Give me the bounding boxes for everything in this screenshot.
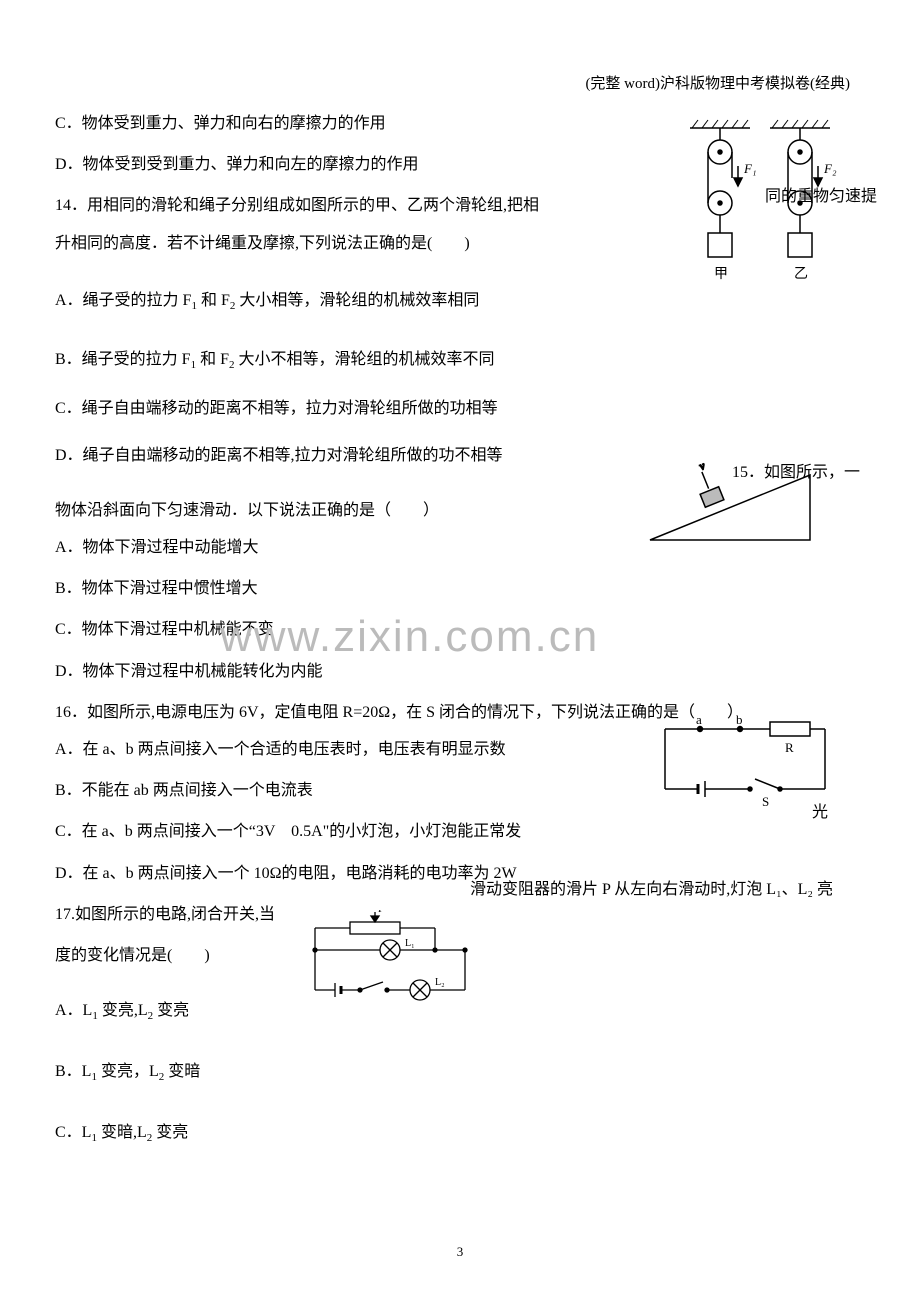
- page: (完整 word)沪科版物理中考模拟卷(经典): [0, 0, 920, 1302]
- q15-option-b: B．物体下滑过程中惯性增大: [55, 575, 865, 602]
- q15-option-c: C．物体下滑过程中机械能不变: [55, 616, 865, 643]
- q15-lead: 15．如图所示，一: [732, 459, 860, 486]
- q17-option-b: B．L1 变亮，L2 变暗: [55, 1058, 865, 1087]
- label-a: a: [696, 714, 702, 727]
- label-left: 甲: [714, 267, 728, 282]
- q14-option-b: B．绳子受的拉力 F1 和 F2 大小不相等，滑轮组的机械效率不同: [55, 346, 865, 375]
- figure-circuit-17: P L₁ L₂: [305, 910, 475, 1005]
- q15-option-d: D．物体下滑过程中机械能转化为内能: [55, 658, 865, 685]
- label-b: b: [736, 714, 743, 727]
- label-s: S: [762, 794, 769, 809]
- label-f2: F₂: [823, 161, 837, 176]
- label-f1: F₁: [743, 161, 756, 176]
- label-l1: L₁: [405, 938, 415, 949]
- q17-wrap-text: 滑动变阻器的滑片 P 从左向右滑动时,灯泡 L₁、L₂ 亮: [470, 876, 870, 903]
- figure-circuit-16: a b R S: [650, 714, 840, 809]
- q14-option-c: C．绳子自由端移动的距离不相等，拉力对滑轮组所做的功相等: [55, 395, 865, 422]
- label-l2: L₂: [435, 977, 445, 988]
- q14-wrap-text: 同的重物匀速提: [765, 183, 877, 210]
- svg-text:v: v: [698, 460, 707, 473]
- q17-option-c: C．L1 变暗,L2 变亮: [55, 1119, 865, 1148]
- q16-option-c: C．在 a、b 两点间接入一个“3V 0.5A"的小灯泡，小灯泡能正常发: [55, 818, 865, 845]
- q14-line1: 14．用相同的滑轮和绳子分别组成如图所示的甲、乙两个滑轮组,把相: [55, 192, 615, 219]
- label-p: P: [378, 910, 384, 915]
- q16-wrap-text: 光: [812, 799, 828, 826]
- page-number: 3: [0, 1244, 920, 1260]
- label-r: R: [785, 740, 794, 755]
- label-right: 乙: [794, 266, 808, 282]
- header-right: (完整 word)沪科版物理中考模拟卷(经典): [585, 72, 850, 93]
